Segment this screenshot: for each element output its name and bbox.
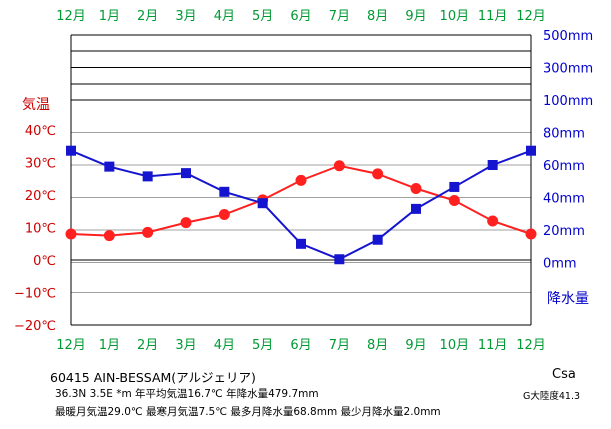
temperature-point [142,226,154,238]
month-label-bottom: 3月 [175,338,196,353]
precipitation-point [411,203,421,214]
month-label-bottom: 2月 [137,338,158,353]
precipitation-tick-label: 20mm [543,224,585,239]
month-label-bottom: 12月 [56,338,86,353]
precipitation-axis-title: 降水量 [547,291,589,307]
temperature-tick-label: 40℃ [25,124,56,139]
temperature-point [487,215,499,227]
precipitation-tick-label: 500mm [543,29,593,44]
month-label-top: 9月 [405,9,426,24]
month-label-bottom: 5月 [252,338,273,353]
temperature-point [218,209,230,220]
month-label-bottom: 8月 [367,338,388,353]
month-label-bottom: 1月 [99,338,120,353]
month-label-bottom: 4月 [214,338,235,353]
month-label-top: 12月 [56,9,86,24]
precipitation-point [526,145,536,156]
precipitation-point [181,168,191,179]
month-label-bottom: 7月 [329,338,350,353]
temperature-tick-label: 30℃ [25,157,56,172]
month-label-top: 8月 [367,9,388,24]
precipitation-point [104,161,115,172]
month-label-top: 7月 [329,9,350,24]
precipitation-point [257,198,268,209]
temperature-point [65,228,77,240]
temperature-axis-title: 気温 [22,97,50,113]
temperature-point [525,228,537,240]
month-label-top: 6月 [290,9,311,24]
temperature-point [448,195,460,207]
precipitation-point [142,171,153,182]
month-label-top: 1月 [99,9,120,24]
month-label-bottom: 11月 [478,338,508,353]
precipitation-point [66,145,76,156]
month-label-top: 12月 [516,9,546,24]
month-label-top: 3月 [175,9,196,24]
precipitation-point [219,186,230,197]
precipitation-tick-label: 0mm [543,257,577,272]
precipitation-point [296,238,306,249]
precipitation-point [449,181,460,192]
month-label-top: 4月 [214,9,235,24]
temperature-point [295,174,307,186]
month-label-top: 10月 [440,9,470,24]
month-label-top: 11月 [478,9,508,24]
precipitation-point [487,160,498,170]
temperature-tick-label: −10℃ [14,287,56,302]
month-label-bottom: 10月 [440,338,470,353]
temperature-tick-label: 0℃ [33,254,56,269]
month-label-bottom: 6月 [290,338,311,353]
temperature-point [180,217,192,229]
temperature-tick-label: 20℃ [25,189,56,204]
temperature-point [410,183,422,194]
month-label-top: 2月 [137,9,158,24]
month-label-top: 5月 [252,9,273,24]
precipitation-tick-label: 300mm [543,62,593,77]
precipitation-tick-label: 60mm [543,159,585,174]
precipitation-point [372,234,383,245]
temperature-tick-label: 10℃ [25,222,56,237]
temperature-point [333,160,345,172]
precipitation-tick-label: 80mm [543,127,585,142]
month-label-bottom: 9月 [405,338,426,353]
temperature-tick-label: −20℃ [14,319,56,334]
precipitation-tick-label: 40mm [543,192,585,207]
precipitation-point [334,254,345,265]
temperature-point [103,230,115,242]
temperature-point [372,168,384,180]
precipitation-tick-label: 100mm [543,94,593,109]
month-label-bottom: 12月 [516,338,546,353]
